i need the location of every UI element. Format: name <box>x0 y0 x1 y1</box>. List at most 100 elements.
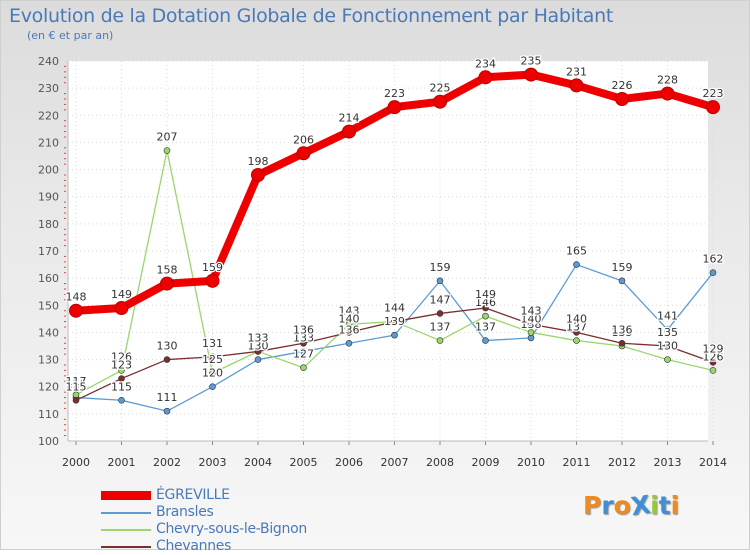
data-label: 126 <box>111 350 132 363</box>
data-label: 223 <box>703 87 724 100</box>
logo-letter: t <box>658 491 671 520</box>
data-point <box>209 383 216 391</box>
data-label: 136 <box>339 323 360 336</box>
data-point <box>160 276 174 291</box>
data-label: 198 <box>248 155 269 168</box>
data-label: 149 <box>111 288 132 301</box>
data-label: 136 <box>612 323 633 336</box>
data-point <box>72 396 80 404</box>
chart-subtitle: (en € et par an) <box>27 29 114 42</box>
data-point <box>527 320 535 328</box>
data-label: 158 <box>157 264 178 277</box>
data-point <box>205 273 220 288</box>
data-label: 126 <box>703 350 724 363</box>
proxiti-logo: ProXiti <box>583 490 680 521</box>
data-point <box>573 329 580 336</box>
data-label: 116 <box>66 378 87 391</box>
data-point <box>664 356 671 363</box>
data-point <box>209 369 216 377</box>
data-point <box>482 337 489 344</box>
data-label: 148 <box>66 291 87 304</box>
data-label: 162 <box>703 253 724 266</box>
data-labels: 148 149 158 159 198 206 214 223 225 234 235 231 226 2… <box>64 53 725 405</box>
y-tick-label: 110 <box>38 408 59 421</box>
y-tick-label: 100 <box>38 435 59 448</box>
data-label: 228 <box>657 74 678 87</box>
data-label: 123 <box>111 359 132 372</box>
data-point <box>482 312 489 320</box>
data-label: 140 <box>566 312 587 325</box>
data-label: 133 <box>248 331 269 344</box>
data-label: 231 <box>566 65 587 78</box>
data-label: 207 <box>157 131 178 144</box>
data-label: 136 <box>293 323 314 336</box>
data-label: 141 <box>657 310 678 323</box>
data-point <box>391 331 398 339</box>
data-point <box>345 320 353 328</box>
legend-label: ÉGREVILLE <box>156 487 230 503</box>
y-tick-label: 150 <box>38 299 59 312</box>
data-point <box>709 269 717 277</box>
x-tick-label: 2000 <box>62 456 90 469</box>
data-point <box>482 304 489 312</box>
data-point <box>300 339 307 347</box>
x-tick-label: 2006 <box>335 456 363 469</box>
data-point <box>251 168 265 182</box>
data-label: 117 <box>66 375 87 388</box>
y-tick-label: 140 <box>38 326 59 339</box>
y-tick-label: 160 <box>38 272 59 285</box>
data-point <box>118 396 125 404</box>
data-point <box>345 339 353 347</box>
data-label: 125 <box>202 353 223 366</box>
data-label: 115 <box>111 380 132 393</box>
data-label: 144 <box>384 302 405 315</box>
data-label: 226 <box>612 79 633 92</box>
data-label: 146 <box>475 296 496 309</box>
data-point <box>527 334 535 342</box>
logo-letter: i <box>650 491 659 520</box>
y-tick-label: 180 <box>38 218 59 231</box>
data-label: 120 <box>202 367 223 380</box>
y-tick-label: 120 <box>38 381 59 394</box>
data-point <box>345 329 353 336</box>
data-point <box>387 100 402 115</box>
data-point <box>114 301 129 315</box>
data-label: 159 <box>612 261 633 274</box>
legend-swatch <box>101 491 151 500</box>
x-tick-label: 2014 <box>699 456 727 469</box>
y-axis-ticks: 100 110 120 130 140 150 160 170 180 190 200 210 220 2… <box>38 55 66 448</box>
data-label: 206 <box>293 133 314 146</box>
logo-letter: i <box>670 491 680 520</box>
data-point <box>706 100 720 115</box>
data-point <box>254 356 262 363</box>
data-point <box>163 356 171 363</box>
x-tick-label: 2013 <box>654 456 682 469</box>
data-point <box>436 337 444 344</box>
data-point <box>163 147 171 154</box>
logo-letter: P <box>583 491 602 520</box>
y-tick-label: 190 <box>38 191 59 204</box>
data-label: 159 <box>430 261 451 274</box>
data-label: 133 <box>293 331 314 344</box>
x-tick-label: 2011 <box>563 456 591 469</box>
data-point <box>300 364 307 372</box>
data-point <box>433 94 447 109</box>
y-tick-label: 200 <box>38 164 59 177</box>
data-point <box>118 367 125 374</box>
data-point <box>660 86 675 101</box>
data-label: 135 <box>612 326 633 339</box>
x-tick-label: 2005 <box>290 456 318 469</box>
data-label: 135 <box>657 326 678 339</box>
series-egreville <box>69 67 720 318</box>
x-tick-label: 2009 <box>472 456 500 469</box>
x-axis-ticks: 2000 2001 2002 2003 2004 2005 2006 2007 2008 2009… <box>62 441 727 469</box>
data-label: 130 <box>157 340 178 353</box>
data-label: 214 <box>339 112 360 125</box>
data-label: 165 <box>566 245 587 258</box>
data-label: 131 <box>202 337 223 350</box>
data-label: 139 <box>384 315 405 328</box>
data-point <box>527 329 535 336</box>
data-label: 130 <box>248 340 269 353</box>
x-tick-label: 2008 <box>426 456 454 469</box>
